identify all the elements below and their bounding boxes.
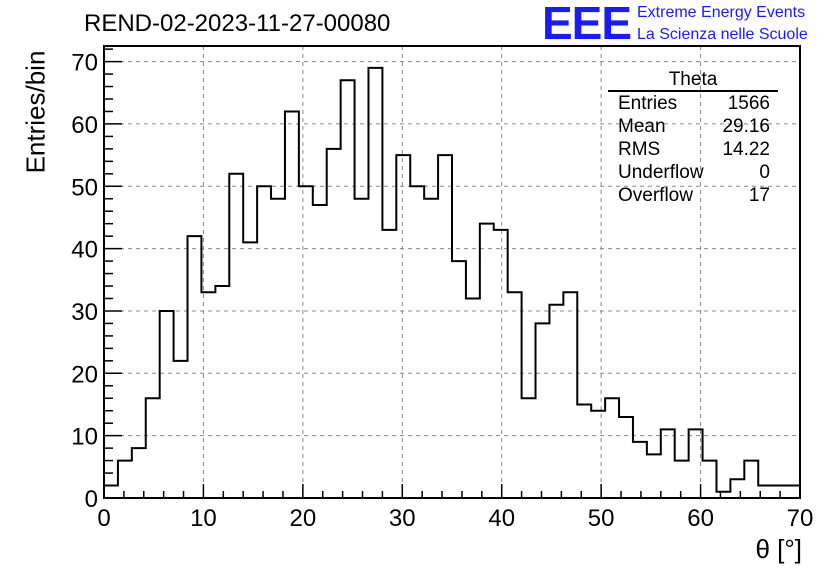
- plot-frame: [103, 45, 801, 499]
- stats-value: 1566: [727, 93, 770, 114]
- x-tick-label: 20: [290, 505, 317, 532]
- y-tick-labels: 0 10 20 30 40 50 60 70: [71, 50, 98, 513]
- x-tick-label: 30: [389, 505, 416, 532]
- stats-row-entries: Entries 1566: [608, 92, 778, 115]
- y-tick-label: 50: [71, 174, 98, 201]
- y-tick-label: 20: [71, 361, 98, 388]
- x-tick-label: 40: [488, 505, 515, 532]
- logo-line-1: Extreme Energy Events: [637, 4, 806, 21]
- x-tick-label: 0: [97, 505, 110, 532]
- axis-ticks: [103, 48, 801, 499]
- y-tick-label: 10: [71, 424, 98, 451]
- y-tick-label: 70: [71, 50, 98, 77]
- stats-row-mean: Mean 29.16: [608, 115, 778, 138]
- x-tick-label: 60: [687, 505, 714, 532]
- stats-row-underflow: Underflow 0: [608, 161, 778, 184]
- x-tick-label: 70: [787, 505, 814, 532]
- y-tick-label: 0: [85, 486, 98, 513]
- eee-logo: EEE: [542, 0, 632, 49]
- stats-value: 0: [759, 162, 770, 183]
- stats-label: Underflow: [618, 162, 704, 183]
- x-tick-labels: 0 10 20 30 40 50 60 70: [97, 505, 813, 532]
- stats-label: RMS: [618, 139, 661, 160]
- y-tick-label: 60: [71, 112, 98, 139]
- y-tick-label: 30: [71, 299, 98, 326]
- stats-value: 14.22: [722, 139, 770, 160]
- stats-row-rms: RMS 14.22: [608, 138, 778, 161]
- x-tick-label: 50: [588, 505, 615, 532]
- y-tick-label: 40: [71, 237, 98, 264]
- stats-value: 17: [748, 185, 770, 206]
- x-axis-label: θ [°]: [755, 534, 802, 564]
- stats-row-overflow: Overflow 17: [608, 184, 778, 207]
- stats-label: Entries: [618, 93, 678, 114]
- stats-label: Mean: [618, 116, 666, 137]
- stats-value: 29.16: [722, 116, 770, 137]
- x-tick-label: 10: [190, 505, 217, 532]
- logo-line-2: La Scienza nelle Scuole: [637, 26, 808, 43]
- stats-label: Overflow: [618, 185, 693, 206]
- y-axis-label: Entries/bin: [20, 50, 51, 174]
- histogram-step-line: [103, 66, 801, 498]
- stats-title: Theta: [608, 70, 778, 92]
- stats-box: Theta Entries 1566 Mean 29.16 RMS 14.22 …: [608, 70, 778, 207]
- grid-lines: [104, 46, 800, 498]
- chart-title: REND-02-2023-11-27-00080: [84, 10, 391, 37]
